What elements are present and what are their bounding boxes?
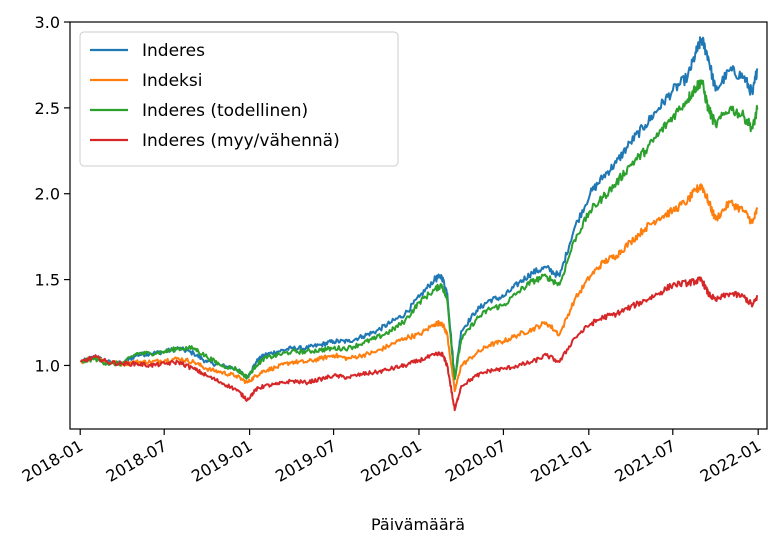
series-line-0 [79,36,759,381]
y-axis: 1.0 1.5 2.0 2.5 3.0 [35,13,70,375]
x-tick-label-3: 2019-07 [272,436,339,486]
y-tick-label-3: 2.5 [35,99,60,118]
legend-box [79,31,399,167]
x-tick-label-7: 2021-07 [611,436,678,486]
y-tick-label-0: 1.0 [35,356,60,375]
y-tick-label-4: 3.0 [35,13,60,32]
x-tick-label-1: 2018-07 [103,436,170,486]
x-tick-label-4: 2020-01 [358,436,425,486]
x-tick-label-6: 2021-01 [527,436,594,486]
x-axis-label: Päivämäärä [371,515,465,534]
x-tick-label-5: 2020-07 [442,436,509,486]
series-line-2 [79,79,759,381]
x-tick-label-8: 2022-01 [697,436,764,486]
legend-label-2: Inderes (todellinen) [142,101,308,121]
x-tick-label-2: 2019-01 [188,436,255,486]
series-line-1 [80,183,759,393]
legend-label-3: Inderes (myy/vähennä) [142,131,340,151]
legend-label-1: Indeksi [142,71,202,91]
x-tick-label-0: 2018-01 [19,436,86,486]
series-line-3 [79,276,759,412]
y-tick-label-2: 2.0 [35,185,60,204]
series-layer [79,36,759,412]
legend-label-0: Inderes [142,41,205,61]
x-axis: 2018-01 2018-07 2019-01 2019-07 2020-01 2020-… [19,429,764,486]
y-tick-label-1: 1.5 [35,271,60,290]
legend: Inderes Indeksi Inderes (todellinen) Indere… [79,31,399,167]
